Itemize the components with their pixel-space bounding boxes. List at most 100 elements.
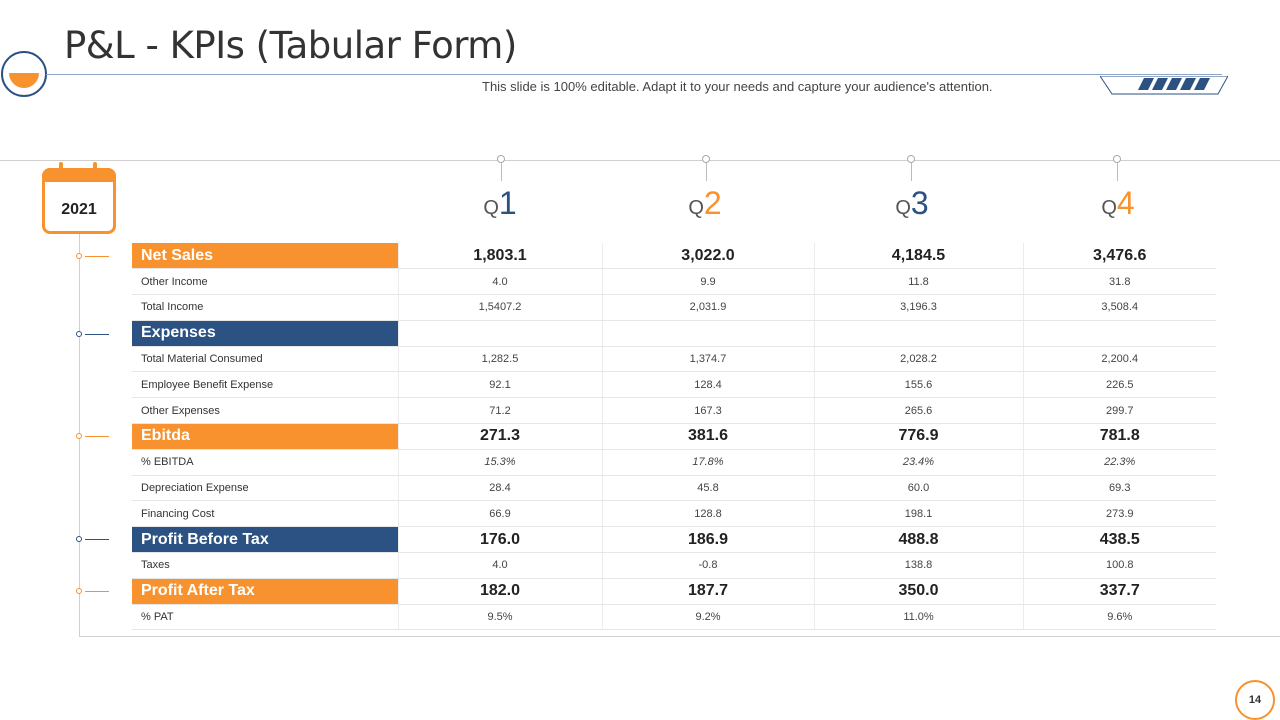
- calendar-icon: 2021: [42, 162, 116, 234]
- row-label: Net Sales: [132, 243, 399, 270]
- table-cell: [1023, 320, 1216, 347]
- slide-subtitle: This slide is 100% editable. Adapt it to…: [482, 79, 993, 94]
- row-label: Taxes: [132, 552, 399, 579]
- table-cell: 45.8: [602, 475, 815, 502]
- pnl-table: Net Sales 1,803.1 3,022.0 4,184.5 3,476.…: [132, 243, 1216, 631]
- grid-line-bottom: [80, 636, 1280, 637]
- table-cell: [814, 320, 1024, 347]
- table-cell: 4.0: [398, 552, 603, 579]
- page-number: 14: [1235, 680, 1275, 720]
- table-row: Profit After Tax 182.0 187.7 350.0 337.7: [132, 578, 1216, 605]
- row-label: Employee Benefit Expense: [132, 371, 399, 399]
- table-cell: 11.0%: [814, 604, 1024, 631]
- table-row: Financing Cost 66.9 128.8 198.1 273.9: [132, 500, 1216, 528]
- table-row: Ebitda 271.3 381.6 776.9 781.8: [132, 423, 1216, 450]
- table-cell: 187.7: [602, 578, 815, 605]
- row-label: Other Expenses: [132, 397, 399, 425]
- table-row: Other Income 4.0 9.9 11.8 31.8: [132, 268, 1216, 296]
- table-row: Employee Benefit Expense 92.1 128.4 155.…: [132, 371, 1216, 399]
- table-row: Profit Before Tax 176.0 186.9 488.8 438.…: [132, 526, 1216, 554]
- table-cell: 71.2: [398, 397, 603, 425]
- q4-tick-line: [1117, 163, 1118, 181]
- quarter-header-q4: Q4: [1101, 185, 1135, 221]
- table-cell: 1,374.7: [602, 346, 815, 373]
- table-cell: 9.5%: [398, 604, 603, 631]
- q1-tick-line: [501, 163, 502, 181]
- quarter-header-q2: Q2: [688, 185, 722, 221]
- table-cell: [602, 320, 815, 347]
- year-label: 2021: [61, 201, 97, 218]
- row-label: Profit Before Tax: [132, 526, 399, 554]
- table-cell: 265.6: [814, 397, 1024, 425]
- table-row: Total Income 1,5407.2 2,031.9 3,196.3 3,…: [132, 294, 1216, 321]
- table-cell: -0.8: [602, 552, 815, 579]
- table-cell: 3,022.0: [602, 243, 815, 270]
- table-cell: 182.0: [398, 578, 603, 605]
- table-row: Other Expenses 71.2 167.3 265.6 299.7: [132, 397, 1216, 425]
- table-row: Taxes 4.0 -0.8 138.8 100.8: [132, 552, 1216, 579]
- table-cell: 15.3%: [398, 449, 603, 476]
- table-cell: 9.9: [602, 268, 815, 296]
- table-cell: 1,5407.2: [398, 294, 603, 321]
- table-cell: [398, 320, 603, 347]
- table-cell: 167.3: [602, 397, 815, 425]
- marker-pat: [76, 588, 82, 594]
- marker-ebitda: [76, 433, 82, 439]
- row-label: % PAT: [132, 604, 399, 631]
- quarter-header-q3: Q3: [895, 185, 929, 221]
- table-row: Expenses: [132, 320, 1216, 347]
- q2-tick-line: [706, 163, 707, 181]
- table-cell: 299.7: [1023, 397, 1216, 425]
- table-cell: 226.5: [1023, 371, 1216, 399]
- table-cell: 1,803.1: [398, 243, 603, 270]
- table-cell: 100.8: [1023, 552, 1216, 579]
- table-cell: 128.8: [602, 500, 815, 528]
- table-cell: 128.4: [602, 371, 815, 399]
- marker-line-expenses: [85, 334, 109, 335]
- row-label: Profit After Tax: [132, 578, 399, 605]
- row-label: Total Income: [132, 294, 399, 321]
- logo-icon: [1, 51, 47, 97]
- table-cell: 337.7: [1023, 578, 1216, 605]
- table-cell: 3,196.3: [814, 294, 1024, 321]
- marker-line-pbt: [85, 539, 109, 540]
- table-cell: 28.4: [398, 475, 603, 502]
- table-cell: 138.8: [814, 552, 1024, 579]
- q3-tick-line: [911, 163, 912, 181]
- table-cell: 17.8%: [602, 449, 815, 476]
- table-cell: 273.9: [1023, 500, 1216, 528]
- marker-expenses: [76, 331, 82, 337]
- q4-tick: [1113, 155, 1121, 163]
- table-row: % EBITDA 15.3% 17.8% 23.4% 22.3%: [132, 449, 1216, 476]
- table-cell: 186.9: [602, 526, 815, 554]
- table-cell: 31.8: [1023, 268, 1216, 296]
- table-cell: 488.8: [814, 526, 1024, 554]
- row-label: Financing Cost: [132, 500, 399, 528]
- table-cell: 1,282.5: [398, 346, 603, 373]
- table-cell: 9.6%: [1023, 604, 1216, 631]
- table-cell: 60.0: [814, 475, 1024, 502]
- table-cell: 66.9: [398, 500, 603, 528]
- row-label: Total Material Consumed: [132, 346, 399, 373]
- marker-line-pat: [85, 591, 109, 592]
- table-cell: 2,028.2: [814, 346, 1024, 373]
- table-cell: 350.0: [814, 578, 1024, 605]
- row-label: Ebitda: [132, 423, 399, 450]
- table-row: Depreciation Expense 28.4 45.8 60.0 69.3: [132, 475, 1216, 502]
- table-cell: 2,200.4: [1023, 346, 1216, 373]
- quarter-header-q1: Q1: [483, 185, 517, 221]
- table-cell: 271.3: [398, 423, 603, 450]
- table-row: Net Sales 1,803.1 3,022.0 4,184.5 3,476.…: [132, 243, 1216, 270]
- table-row: % PAT 9.5% 9.2% 11.0% 9.6%: [132, 604, 1216, 631]
- row-label: Depreciation Expense: [132, 475, 399, 502]
- table-cell: 381.6: [602, 423, 815, 450]
- table-cell: 9.2%: [602, 604, 815, 631]
- table-cell: 781.8: [1023, 423, 1216, 450]
- table-cell: 176.0: [398, 526, 603, 554]
- table-cell: 4,184.5: [814, 243, 1024, 270]
- title-divider: [46, 74, 1222, 75]
- table-cell: 92.1: [398, 371, 603, 399]
- table-cell: 3,508.4: [1023, 294, 1216, 321]
- table-cell: 2,031.9: [602, 294, 815, 321]
- marker-line-ebitda: [85, 436, 109, 437]
